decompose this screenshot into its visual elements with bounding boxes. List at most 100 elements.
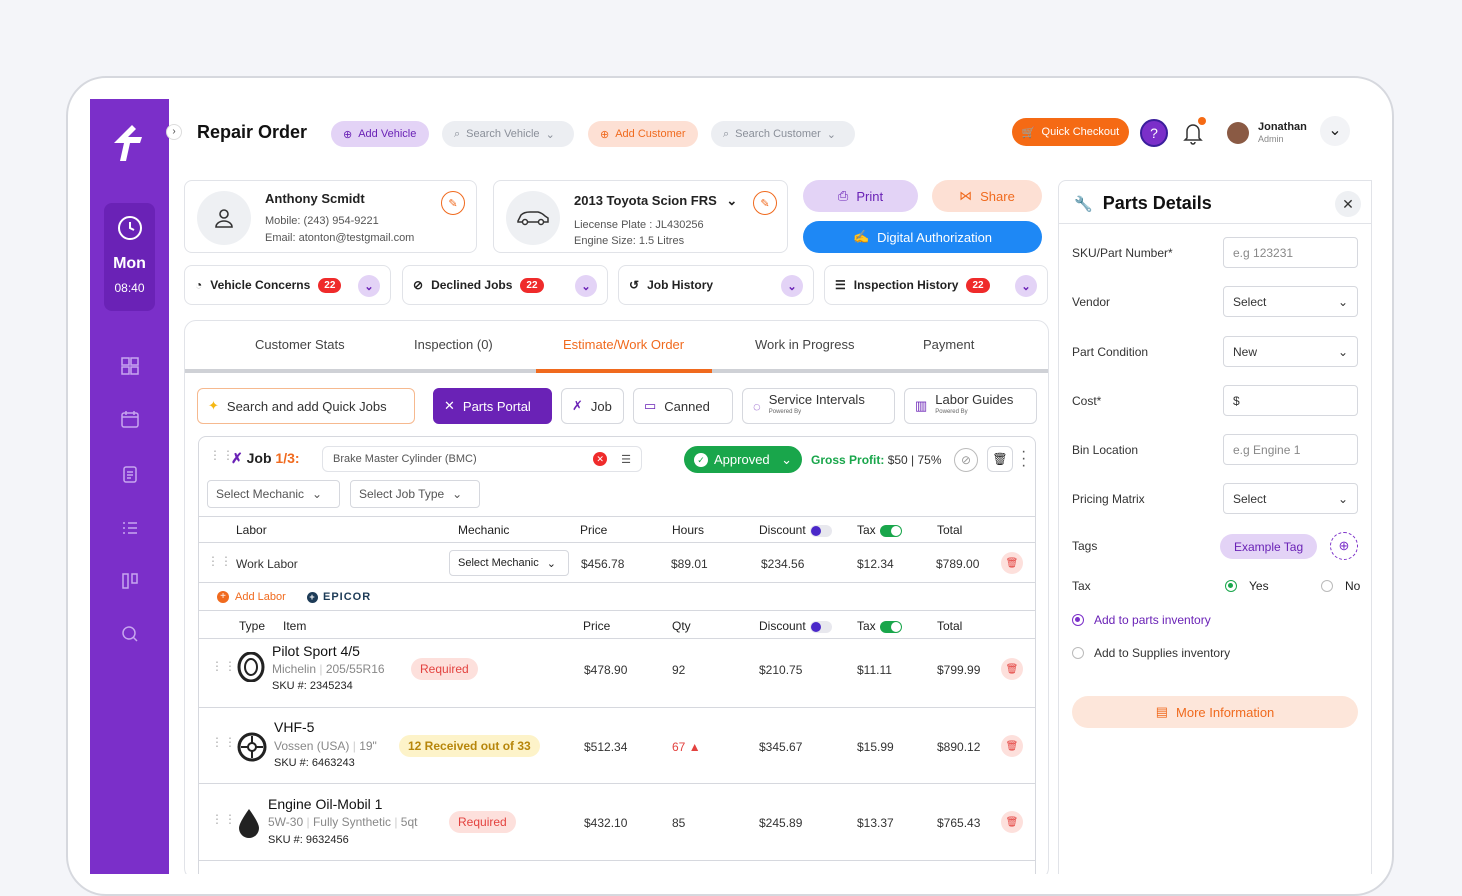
- add-customer-button[interactable]: ⊕ Add Customer: [588, 121, 698, 147]
- share-button[interactable]: ⋈ Share: [932, 180, 1042, 212]
- search-customer-dropdown[interactable]: ⌕ Search Customer ⌄: [711, 121, 855, 147]
- drag-handle-icon[interactable]: ⋮⋮: [209, 448, 235, 462]
- labor-mechanic-dropdown[interactable]: Select Mechanic ⌄: [449, 550, 569, 576]
- mechanic-col-header: Mechanic: [458, 523, 510, 537]
- job-status-dropdown[interactable]: ✓ Approved ⌄: [684, 446, 802, 473]
- parts-details-title: 🔧 Parts Details: [1074, 193, 1212, 214]
- parts-portal-button[interactable]: ✕ Parts Portal: [433, 388, 552, 424]
- job-button[interactable]: ✗ Job: [561, 388, 624, 424]
- chevron-down-icon: ⌄: [1337, 294, 1348, 309]
- bin-location-input[interactable]: e.g Engine 1: [1223, 434, 1358, 465]
- clear-icon[interactable]: ✕: [593, 452, 608, 466]
- hide-icon[interactable]: ⊘: [954, 448, 978, 472]
- chevron-down-icon[interactable]: ⌄: [726, 193, 738, 208]
- edit-vehicle-button[interactable]: ✎: [753, 191, 777, 215]
- menu-list-icon[interactable]: ☰: [621, 453, 631, 466]
- tag-chip[interactable]: Example Tag: [1220, 534, 1318, 559]
- avatar[interactable]: [1227, 122, 1249, 144]
- more-information-button[interactable]: ▤ More Information: [1072, 696, 1358, 728]
- select-mechanic-dropdown[interactable]: Select Mechanic ⌄: [207, 480, 340, 508]
- add-to-supplies-inventory-label: Add to Supplies inventory: [1094, 646, 1231, 660]
- bell-icon[interactable]: [1182, 121, 1204, 145]
- drag-handle-icon[interactable]: ⋮⋮: [211, 659, 237, 673]
- user-menu-button[interactable]: ⌄: [1320, 116, 1350, 146]
- part-sku: SKU #: 6463243: [274, 757, 355, 769]
- canned-button[interactable]: ▭ Canned: [633, 388, 733, 424]
- job-description-input[interactable]: Brake Master Cylinder (BMC) ✕ ☰: [322, 446, 642, 472]
- cart-icon: 🛒: [1021, 126, 1036, 139]
- list-icon[interactable]: [120, 518, 140, 538]
- print-button[interactable]: ⎙ Print: [803, 180, 918, 212]
- chevron-down-icon: ⌄: [781, 451, 792, 467]
- job-history-button[interactable]: ↺ Job History ⌄: [618, 265, 814, 305]
- tab-payment[interactable]: Payment: [923, 337, 975, 352]
- declined-jobs-label: Declined Jobs: [431, 278, 513, 292]
- delete-part-button[interactable]: 🗑: [1001, 658, 1023, 680]
- part-spec: Fully Synthetic: [312, 815, 391, 829]
- pencil-icon: ✎: [448, 197, 458, 210]
- part-condition-select[interactable]: New ⌄: [1223, 336, 1358, 367]
- car-icon: [506, 191, 560, 245]
- drag-handle-icon[interactable]: ⋮⋮: [211, 735, 237, 749]
- tax-toggle[interactable]: [879, 524, 902, 537]
- help-button[interactable]: ?: [1140, 119, 1168, 147]
- cost-input[interactable]: $: [1223, 385, 1358, 416]
- plus-circle-icon: ⊕: [600, 128, 610, 141]
- vehicle-concerns-button[interactable]: ◔ Vehicle Concerns 22 ⌄: [184, 265, 391, 305]
- drag-handle-icon[interactable]: ⋮⋮: [207, 554, 233, 568]
- tax-toggle[interactable]: [879, 620, 902, 633]
- vendor-select[interactable]: Select ⌄: [1223, 286, 1358, 317]
- app-logo[interactable]: [110, 117, 150, 165]
- discount-toggle[interactable]: [809, 620, 832, 633]
- job-description-value: Brake Master Cylinder (BMC): [333, 453, 477, 465]
- edit-customer-button[interactable]: ✎: [441, 191, 465, 215]
- clipboard-icon[interactable]: [120, 464, 140, 484]
- tax-no-radio[interactable]: No: [1321, 579, 1360, 593]
- trash-icon: 🗑: [1005, 816, 1019, 828]
- sku-input[interactable]: e.g 123231: [1223, 237, 1358, 268]
- add-tag-button[interactable]: ⊕: [1330, 532, 1358, 560]
- discount-toggle[interactable]: [809, 524, 832, 537]
- add-vehicle-button[interactable]: ⊕ Add Vehicle: [331, 121, 429, 147]
- delete-labor-button[interactable]: 🗑: [1001, 552, 1023, 574]
- sidebar-collapse-button[interactable]: ›: [166, 124, 182, 140]
- search-vehicle-dropdown[interactable]: ⌕ Search Vehicle ⌄: [442, 121, 574, 147]
- quick-checkout-button[interactable]: 🛒 Quick Checkout: [1012, 118, 1129, 146]
- job-number: 1/3:: [275, 450, 300, 466]
- labor-guides-button[interactable]: ▥ Labor Guides Powered By: [904, 388, 1037, 424]
- part-name: Pilot Sport 4/5: [272, 643, 360, 659]
- chevron-down-icon[interactable]: ⌄: [1015, 275, 1037, 297]
- tab-customer-stats[interactable]: Customer Stats: [255, 337, 345, 352]
- pricing-matrix-label: Pricing Matrix: [1072, 492, 1145, 506]
- delete-job-button[interactable]: 🗑: [987, 446, 1013, 472]
- select-mechanic-label: Select Mechanic: [216, 487, 305, 501]
- chevron-down-icon[interactable]: ⌄: [781, 275, 803, 297]
- add-to-parts-inventory-radio[interactable]: Add to parts inventory: [1072, 613, 1211, 627]
- epicor-logo[interactable]: + EPICOR: [307, 591, 371, 603]
- service-intervals-button[interactable]: ◌ Service Intervals Powered By: [742, 388, 895, 424]
- kanban-icon[interactable]: [120, 571, 140, 591]
- tax-yes-radio[interactable]: Yes: [1225, 579, 1269, 593]
- declined-jobs-button[interactable]: ⊘ Declined Jobs 22 ⌄: [402, 265, 608, 305]
- chevron-down-icon[interactable]: ⌄: [358, 275, 380, 297]
- chevron-down-icon[interactable]: ⌄: [575, 275, 597, 297]
- delete-part-button[interactable]: 🗑: [1001, 811, 1023, 833]
- close-icon[interactable]: ✕: [1335, 191, 1361, 217]
- drag-handle-icon[interactable]: ⋮⋮: [211, 812, 237, 826]
- more-vertical-icon[interactable]: · · ·: [1021, 443, 1027, 474]
- calendar-icon[interactable]: [120, 409, 140, 429]
- add-labor-button[interactable]: + Add Labor: [217, 591, 286, 603]
- tax-col-header: Tax: [857, 619, 902, 633]
- tab-inspection[interactable]: Inspection (0): [414, 337, 493, 352]
- chat-icon[interactable]: [120, 624, 140, 644]
- dashboard-icon[interactable]: [120, 356, 140, 376]
- pricing-matrix-select[interactable]: Select ⌄: [1223, 483, 1358, 514]
- tab-estimate-work-order[interactable]: Estimate/Work Order: [563, 337, 685, 352]
- delete-part-button[interactable]: 🗑: [1001, 735, 1023, 757]
- add-to-supplies-inventory-radio[interactable]: Add to Supplies inventory: [1072, 646, 1230, 660]
- tab-work-in-progress[interactable]: Work in Progress: [755, 337, 855, 352]
- quick-jobs-search-input[interactable]: ✦ Search and add Quick Jobs: [197, 388, 415, 424]
- inspection-history-button[interactable]: ☰ Inspection History 22 ⌄: [824, 265, 1048, 305]
- select-job-type-dropdown[interactable]: Select Job Type ⌄: [350, 480, 480, 508]
- digital-authorization-button[interactable]: ✍ Digital Authorization: [803, 221, 1042, 253]
